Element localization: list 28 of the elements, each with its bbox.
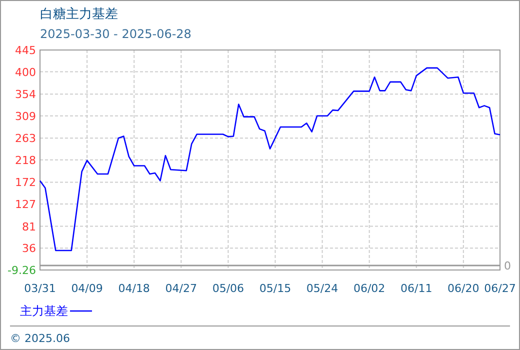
chart-subtitle: 2025-03-30 - 2025-06-28 xyxy=(40,27,192,41)
text: © 2025.06 xyxy=(10,332,70,345)
legend-label: 主力基差 xyxy=(20,304,68,318)
x-tick-label: 06/02 xyxy=(353,282,386,295)
x-tick-label: 05/24 xyxy=(306,282,338,295)
chart-title: 白糖主力基差 xyxy=(40,6,118,22)
y-tick-label: 218 xyxy=(15,154,36,167)
y-tick-label: -9.26 xyxy=(8,264,36,277)
x-tick-label: 04/27 xyxy=(165,282,197,295)
y-tick-label: 263 xyxy=(15,132,36,146)
y-tick-label: 172 xyxy=(15,176,36,190)
x-tick-label: 05/15 xyxy=(259,282,292,295)
x-tick-label: 03/31 xyxy=(24,282,56,295)
y-tick-label: 400 xyxy=(15,66,36,79)
x-tick-label: 06/27 xyxy=(484,282,516,295)
x-tick-label: 04/18 xyxy=(118,282,150,295)
y-tick-label: 445 xyxy=(15,44,36,57)
x-tick-label: 06/20 xyxy=(448,282,480,295)
ref-line-label: 0 xyxy=(504,260,511,273)
y-tick-label: 309 xyxy=(15,110,36,123)
y-tick-label: 36 xyxy=(22,242,36,256)
x-tick-label: 04/09 xyxy=(71,282,103,295)
x-tick-label: 05/06 xyxy=(212,282,244,295)
x-tick-label: 06/11 xyxy=(400,282,432,295)
line-series xyxy=(39,67,501,252)
y-tick-label: 81 xyxy=(22,220,36,234)
y-tick-label: 127 xyxy=(15,198,36,212)
y-tick-label: 354 xyxy=(15,88,36,102)
